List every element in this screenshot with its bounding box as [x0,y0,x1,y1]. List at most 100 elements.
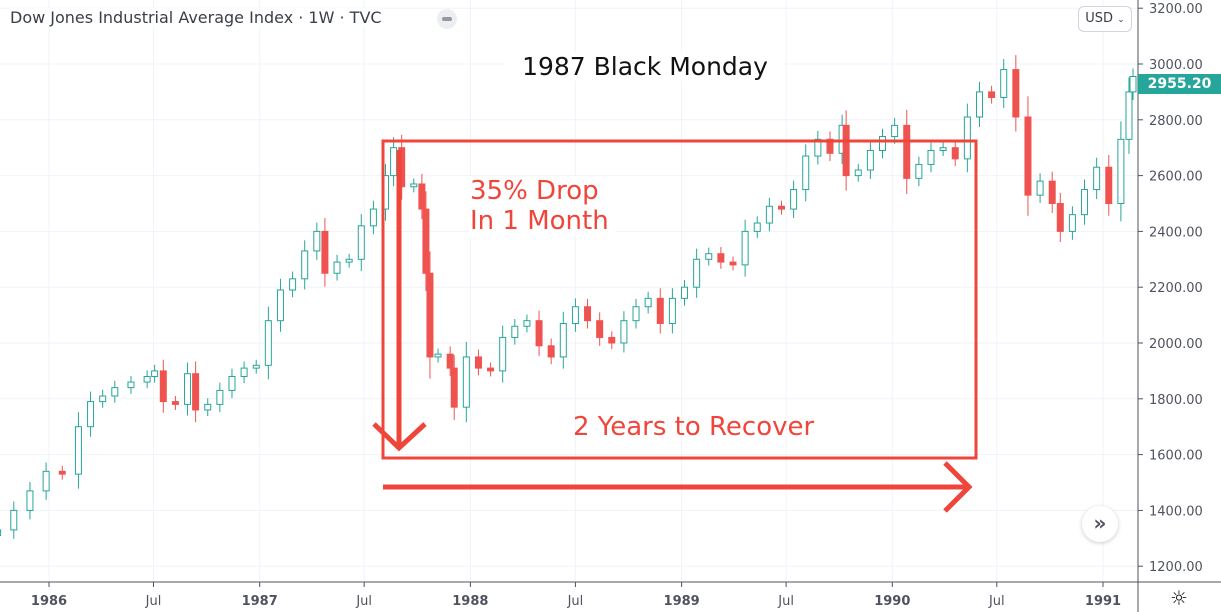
price-tick-label: 2600.00 [1149,170,1203,185]
candle-body [927,149,935,165]
gear-icon[interactable]: ☼ [1170,586,1188,610]
price-tick-label: 2200.00 [1149,281,1203,296]
candle [511,319,519,345]
candle-body [1000,69,1008,98]
drop-line2: In 1 Month [470,206,609,236]
candle [584,298,592,329]
time-tick-label: Jul [355,594,372,609]
candle-body [276,289,284,322]
candle-body [608,336,616,344]
candle-body [802,155,810,191]
candle-body [866,149,874,171]
candle-body [915,163,923,179]
candle [1012,55,1020,132]
candle-body [523,320,531,327]
candle [204,398,212,417]
candle [1093,157,1101,200]
candle [276,278,284,332]
candle-body [390,147,398,177]
candle-body [584,306,592,322]
time-tick-label: Jul [777,594,794,609]
candle [681,279,689,306]
candle-body [1048,180,1056,204]
price-axis[interactable]: 3200.00 3000.00 2800.00 2600.00 2400.00 2200.… [1138,2,1203,575]
candle-body [620,320,628,344]
candle [963,103,971,173]
candle-body [765,205,773,224]
candle-body [790,189,798,210]
candle-body [632,306,640,322]
collapse-legend-button[interactable] [437,9,457,29]
candle [434,348,442,363]
currency-button[interactable]: USD ⌄ [1078,6,1132,32]
candle [313,222,321,260]
candle [826,131,834,162]
candle-body [842,124,850,177]
candle [951,140,959,167]
candle-body [741,230,749,266]
time-tick-label: 1988 [452,594,488,609]
chart-title: Dow Jones Industrial Average Index · 1W … [10,8,382,27]
candle-body [729,261,737,266]
candle-body [204,403,212,411]
candle [802,144,810,202]
candle-body [487,367,495,372]
candle-body [753,222,761,232]
candle-body [26,490,34,511]
candle-body [450,367,458,408]
candle [1036,173,1044,203]
candle-body [814,138,822,157]
candle-body [159,370,167,403]
scroll-to-realtime-button[interactable]: » [1082,506,1118,542]
candle [1105,154,1113,216]
candle [753,216,761,239]
candle [446,346,454,376]
candle-body [975,91,983,118]
candle [717,247,725,269]
time-axis[interactable]: 1986 Jul 1987 Jul 1988 Jul 1989 Jul 1990 Jul 1991 [31,582,1121,609]
candle-body [289,278,297,291]
candle-body [369,208,377,227]
candle [729,256,737,271]
candle-body [462,356,470,408]
candle-body [240,367,248,377]
candle [879,128,887,159]
candle-body [951,147,959,160]
candle [632,298,640,329]
price-tick-label: 1400.00 [1149,504,1203,519]
candle-body [1068,214,1076,232]
time-tick-label: Jul [567,594,584,609]
candle [765,197,773,232]
double-chevron-right-icon: » [1093,511,1107,535]
candle-body [559,322,567,358]
time-tick-label: 1989 [664,594,700,609]
candle [301,240,309,290]
candle [87,391,95,437]
candle-body [1105,166,1113,204]
candle-body [127,381,135,389]
time-tick-label: Jul [988,594,1005,609]
candle-body [111,387,119,397]
candle [462,341,470,423]
candle-body [903,124,911,179]
candle [1056,192,1064,243]
candle-body [301,250,309,280]
candle [422,191,430,292]
candle [127,375,135,394]
candle-body [228,375,236,391]
candle-body [693,258,701,288]
candle [410,178,418,193]
candle [644,291,652,314]
candle-body [1036,180,1044,196]
candle-body [192,373,200,411]
recover-arrow-head [943,461,973,513]
candle [228,368,236,399]
chevron-down-icon: ⌄ [1117,15,1125,25]
price-tick-label: 1200.00 [1149,560,1203,575]
candle-body [668,297,676,324]
candle [369,200,377,235]
candle-body [0,529,2,537]
candle-body [410,183,418,188]
price-tick-label: 2400.00 [1149,225,1203,240]
